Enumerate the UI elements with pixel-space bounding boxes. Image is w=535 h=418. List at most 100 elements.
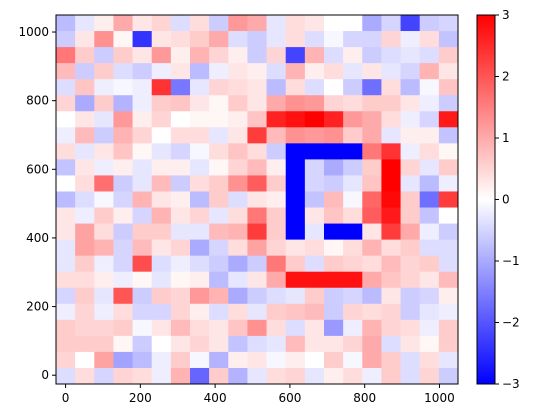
heatmap-cell (362, 79, 382, 96)
heatmap-cell (381, 15, 401, 32)
heatmap-cell (438, 79, 459, 96)
heatmap-cell (228, 31, 248, 48)
heatmap-cell (209, 255, 229, 273)
heatmap-cell (170, 127, 191, 144)
heatmap-cell (132, 319, 153, 337)
heatmap-cell (381, 351, 401, 369)
heatmap-cell (438, 255, 459, 273)
heatmap-cell (381, 207, 401, 224)
heatmap-cell (247, 239, 267, 257)
heatmap-cell (132, 79, 153, 96)
heatmap-cell (190, 239, 210, 257)
heatmap-cell (247, 31, 267, 48)
x-tick-label: 200 (129, 391, 152, 405)
heatmap-cell (419, 303, 440, 321)
x-tick-label: 1000 (424, 391, 455, 405)
heatmap-cell (151, 79, 172, 96)
heatmap-cell (438, 31, 459, 48)
heatmap-cell (190, 207, 210, 224)
heatmap-cell (285, 287, 306, 305)
heatmap-cell (438, 207, 459, 224)
heatmap-cell (75, 255, 95, 273)
heatmap-cell (132, 127, 153, 144)
heatmap-cell (285, 79, 306, 96)
heatmap-cell (94, 223, 114, 241)
heatmap-cell (324, 31, 344, 48)
colorbar-tick-label: 2 (502, 70, 510, 84)
heatmap-cell (343, 95, 363, 112)
heatmap-cell (190, 143, 210, 160)
heatmap-cell (304, 47, 325, 64)
heatmap-cell (266, 287, 287, 305)
heatmap-cell (247, 143, 267, 160)
heatmap-cell (170, 191, 191, 208)
heatmap-cell (304, 335, 325, 353)
heatmap-cell (362, 143, 382, 160)
heatmap-cell (132, 207, 153, 224)
heatmap-cell (190, 191, 210, 208)
heatmap-cell (75, 63, 95, 80)
heatmap-cell (419, 351, 440, 369)
heatmap-cell (75, 127, 95, 144)
heatmap-cell (94, 351, 114, 369)
heatmap-cell (285, 207, 306, 224)
heatmap-cell (113, 159, 133, 176)
heatmap-cell (228, 127, 248, 144)
heatmap-cell (247, 351, 267, 369)
heatmap-cell (113, 367, 133, 385)
heatmap-cell (324, 47, 344, 64)
heatmap-cell (324, 271, 344, 289)
heatmap-cell (247, 175, 267, 192)
heatmap-cell (94, 319, 114, 337)
heatmap-cell (381, 143, 401, 160)
heatmap-cell (113, 127, 133, 144)
heatmap-cell (209, 207, 229, 224)
heatmap-cell (170, 175, 191, 192)
y-tick-label: 800 (26, 94, 49, 108)
heatmap-cell (285, 367, 306, 385)
heatmap-cell (247, 255, 267, 273)
heatmap-cell (324, 239, 344, 257)
heatmap-cell (285, 95, 306, 112)
heatmap-cell (381, 271, 401, 289)
heatmap-cell (304, 95, 325, 112)
heatmap-cell (304, 319, 325, 337)
heatmap-cell (132, 223, 153, 241)
heatmap-cell (151, 351, 172, 369)
heatmap-cell (304, 175, 325, 192)
heatmap-cell (170, 319, 191, 337)
heatmap-cell (362, 271, 382, 289)
heatmap-cell (94, 95, 114, 112)
heatmap-cell (343, 175, 363, 192)
heatmap-cell (56, 287, 76, 305)
heatmap-cell (304, 367, 325, 385)
y-tick-label: 0 (41, 368, 49, 382)
heatmap-cell (56, 95, 76, 112)
heatmap-cell (343, 127, 363, 144)
heatmap-cell (266, 159, 287, 176)
heatmap-cell (190, 63, 210, 80)
heatmap-cell (419, 223, 440, 241)
heatmap-cell (419, 239, 440, 257)
heatmap-cell (94, 15, 114, 32)
heatmap-cell (56, 31, 76, 48)
heatmap-cell (94, 287, 114, 305)
heatmap-cell (343, 255, 363, 273)
heatmap-cell (362, 15, 382, 32)
heatmap-cell (343, 207, 363, 224)
heatmap-cell (75, 175, 95, 192)
colorbar-ticks: −3 −2 −1 0 1 2 3 (495, 8, 520, 391)
heatmap-cell (285, 319, 306, 337)
heatmap-cell (132, 159, 153, 176)
heatmap-cell (419, 143, 440, 160)
heatmap-cell (324, 159, 344, 176)
colorbar-tick-label: −3 (502, 377, 520, 391)
heatmap-cell (381, 255, 401, 273)
heatmap-cell (304, 271, 325, 289)
heatmap-cell (94, 143, 114, 160)
heatmap-cell (247, 111, 267, 128)
colorbar-tick-label: 1 (502, 131, 510, 145)
heatmap-cell (247, 47, 267, 64)
heatmap-cell (247, 15, 267, 32)
heatmap-cell (324, 63, 344, 80)
